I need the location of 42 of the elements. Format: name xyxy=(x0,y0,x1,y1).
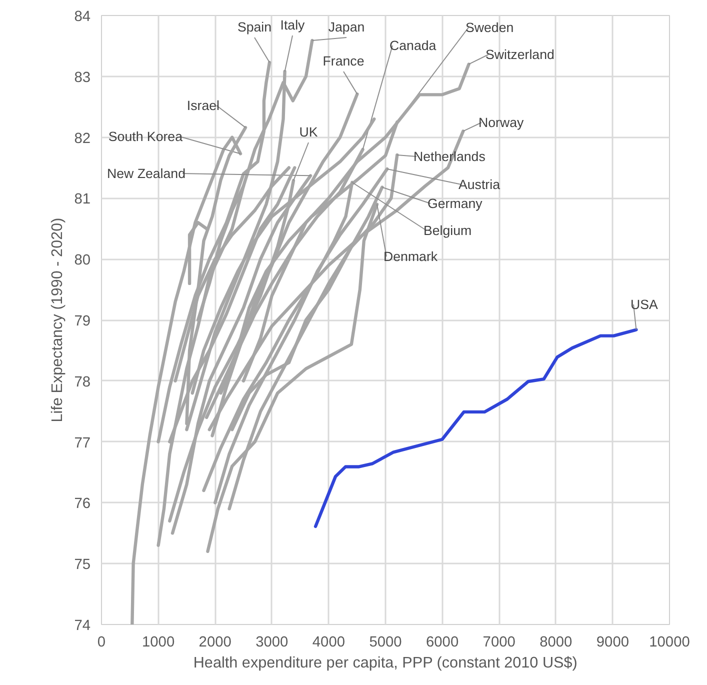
text: Israel xyxy=(186,98,220,113)
y-tick-label: 83 xyxy=(74,70,91,86)
y-tick-label: 77 xyxy=(74,435,91,452)
y-tick-label: 80 xyxy=(74,252,91,269)
text: UK xyxy=(299,124,318,140)
y-tick-label: 81 xyxy=(74,192,91,208)
text: Belgium xyxy=(424,223,472,238)
series-label: France xyxy=(322,54,364,68)
x-tick-label: 0 xyxy=(97,634,106,650)
x-tick-label: 5000 xyxy=(369,634,402,650)
y-tick-label: 84 xyxy=(74,9,91,25)
y-tick-label: 75 xyxy=(74,557,91,574)
series-label: Switzerland xyxy=(486,47,554,62)
x-tick-label: 4000 xyxy=(312,634,346,650)
text: Canada xyxy=(390,38,437,53)
x-tick-label: 1000 xyxy=(142,634,175,650)
x-tick-label: 2000 xyxy=(198,634,232,650)
series-label: USA xyxy=(630,297,658,312)
series-label: Norway xyxy=(478,115,524,130)
series-label: Denmark xyxy=(384,249,438,264)
x-axis-title: Health expenditure per capita, PPP (constant 2010 US$) xyxy=(193,654,578,672)
text: Germany xyxy=(428,196,483,211)
text: Sweden xyxy=(466,20,514,35)
text: Spain xyxy=(237,20,272,34)
y-axis-title: Life Expectancy (1990 - 2020) xyxy=(49,218,66,422)
y-tick-label: 82 xyxy=(74,130,91,147)
x-tick-label: 6000 xyxy=(426,634,459,650)
y-tick-label: 78 xyxy=(74,374,91,390)
series-label: Japan xyxy=(328,20,365,34)
x-tick-label: 3000 xyxy=(256,634,288,650)
x-tick-label: 7000 xyxy=(482,634,516,650)
y-tick-label: 76 xyxy=(74,496,91,512)
text: Italy xyxy=(280,18,306,32)
x-tick-label: 9000 xyxy=(596,634,630,650)
text: South Korea xyxy=(108,129,184,144)
y-tick-label: 79 xyxy=(74,314,91,330)
text: New Zealand xyxy=(106,166,186,181)
series-label: Netherlands xyxy=(414,149,486,164)
text: Austria xyxy=(458,177,501,192)
x-tick-label: 10000 xyxy=(649,634,690,650)
x-tick-label: 8000 xyxy=(540,634,572,650)
y-tick-label: 74 xyxy=(74,618,91,634)
